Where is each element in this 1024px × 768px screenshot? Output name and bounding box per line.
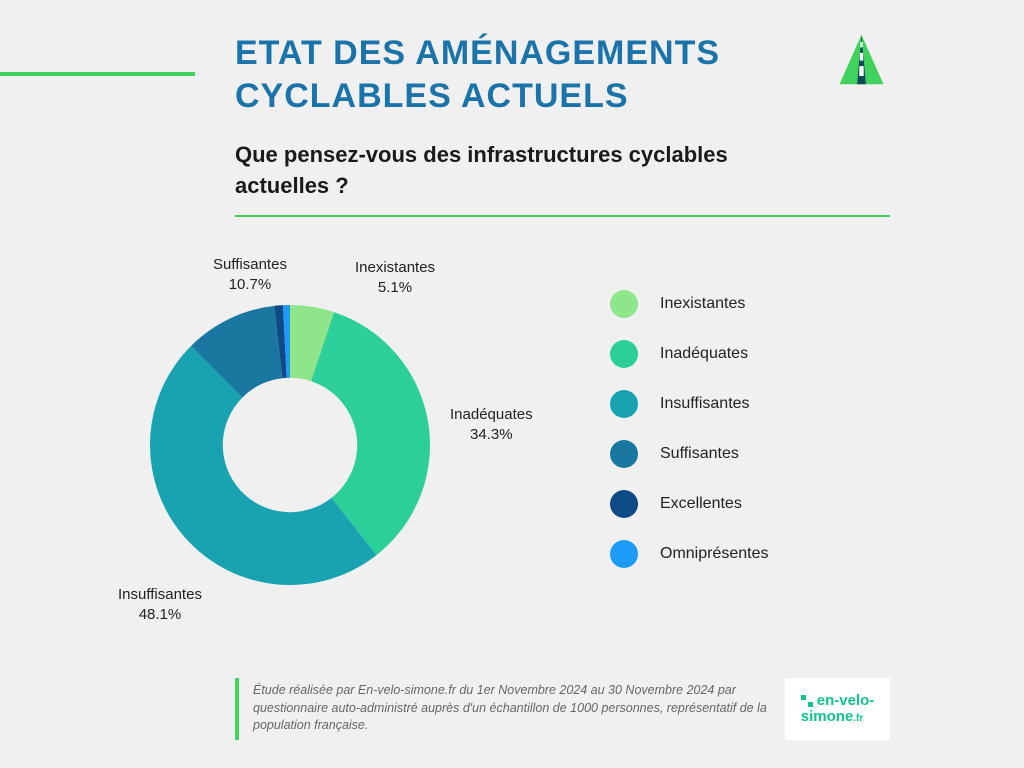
legend-swatch bbox=[610, 490, 638, 518]
donut-chart: Inexistantes5.1%Inadéquates34.3%Insuffis… bbox=[100, 255, 480, 635]
legend-item: Suffisantes bbox=[610, 440, 769, 468]
legend-item: Excellentes bbox=[610, 490, 769, 518]
road-icon bbox=[834, 32, 889, 87]
chart-label: Inexistantes5.1% bbox=[355, 258, 435, 297]
footer: Étude réalisée par En-velo-simone.fr du … bbox=[235, 678, 890, 740]
legend-label: Excellentes bbox=[660, 495, 742, 513]
legend-label: Inexistantes bbox=[660, 295, 745, 313]
legend-label: Omniprésentes bbox=[660, 545, 769, 563]
accent-line bbox=[0, 72, 195, 76]
legend: Inexistantes Inadéquates Insuffisantes Suff… bbox=[610, 290, 769, 568]
logo-dots-icon bbox=[801, 695, 813, 707]
logo-line2: simone bbox=[801, 708, 854, 725]
logo-suffix: .fr bbox=[853, 713, 863, 724]
legend-item: Insuffisantes bbox=[610, 390, 769, 418]
chart-label: Suffisantes10.7% bbox=[213, 255, 287, 294]
chart-label: Inadéquates34.3% bbox=[450, 405, 533, 444]
legend-label: Suffisantes bbox=[660, 445, 739, 463]
brand-logo: en-velo- simone.fr bbox=[785, 678, 890, 740]
page-title: ETAT DES AMÉNAGEMENTS CYCLABLES ACTUELS bbox=[235, 32, 795, 117]
legend-item: Omniprésentes bbox=[610, 540, 769, 568]
footer-text: Étude réalisée par En-velo-simone.fr du … bbox=[239, 678, 785, 740]
legend-swatch bbox=[610, 290, 638, 318]
chart-subtitle: Que pensez-vous des infrastructures cycl… bbox=[235, 140, 785, 202]
divider bbox=[235, 215, 890, 217]
legend-swatch bbox=[610, 540, 638, 568]
legend-item: Inexistantes bbox=[610, 290, 769, 318]
legend-swatch bbox=[610, 390, 638, 418]
legend-item: Inadéquates bbox=[610, 340, 769, 368]
legend-swatch bbox=[610, 440, 638, 468]
legend-swatch bbox=[610, 340, 638, 368]
legend-label: Inadéquates bbox=[660, 345, 748, 363]
legend-label: Insuffisantes bbox=[660, 395, 750, 413]
logo-line1: en-velo- bbox=[817, 692, 875, 709]
chart-label: Insuffisantes48.1% bbox=[118, 585, 202, 624]
